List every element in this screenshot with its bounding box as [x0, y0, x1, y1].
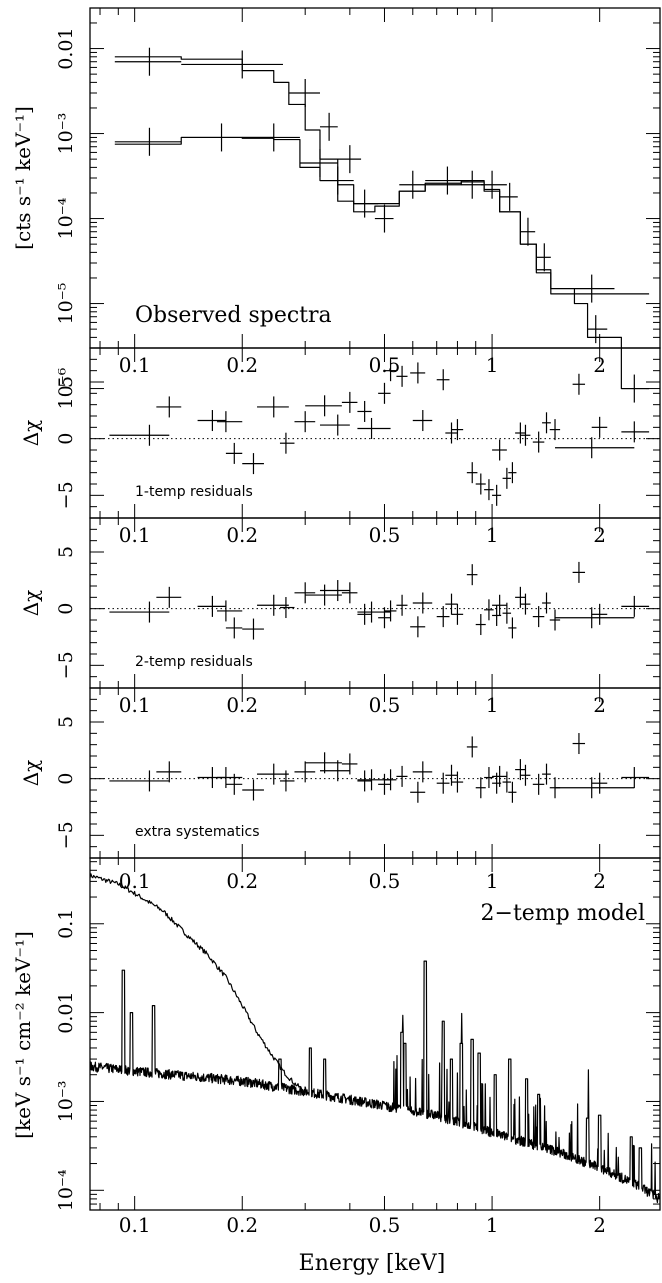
x-tick-label: 0.5	[369, 693, 401, 717]
y-tick-label: 10⁻⁶	[55, 367, 77, 409]
x-tick-label: 1	[486, 353, 499, 377]
x-tick-label: 0.1	[119, 1213, 151, 1237]
annotation-extra-systematics: extra systematics	[135, 824, 260, 840]
y-tick-label: 5	[55, 546, 77, 558]
y-tick-label: −5	[55, 481, 77, 509]
model-step-curve	[114, 136, 650, 295]
soft-component-curve	[89, 873, 305, 1093]
x-tick-label: 0.1	[119, 353, 151, 377]
y-tick-label: 0.01	[55, 991, 77, 1033]
y-axis-label-spectra: [cts s⁻¹ keV⁻¹]	[11, 106, 35, 250]
hard-component-curve	[89, 960, 661, 1204]
y-tick-label: 0	[55, 603, 77, 615]
y-tick-label: 0.1	[55, 909, 77, 939]
y-tick-label: 5	[55, 716, 77, 728]
x-tick-label: 0.2	[226, 353, 258, 377]
y-tick-label: 10⁻⁵	[55, 283, 77, 325]
y-tick-label: 10⁻³	[55, 113, 77, 155]
y-tick-label: 0	[55, 433, 77, 445]
x-tick-label: 2	[593, 1213, 606, 1237]
x-tick-label: 0.5	[369, 1213, 401, 1237]
x-tick-label: 0.5	[369, 869, 401, 893]
x-tick-label: 0.1	[119, 869, 151, 893]
y-tick-label: 0	[55, 773, 77, 785]
x-tick-label: 0.2	[226, 693, 258, 717]
y-tick-label: −5	[55, 821, 77, 849]
y-tick-label: 10⁻⁴	[55, 1169, 77, 1211]
x-tick-label: 1	[486, 523, 499, 547]
y-tick-label: 10⁻³	[55, 1081, 77, 1123]
y-axis-label-residuals-3: Δχ	[19, 760, 43, 787]
x-tick-label: 0.1	[119, 523, 151, 547]
x-tick-label: 0.1	[119, 693, 151, 717]
x-tick-label: 1	[486, 869, 499, 893]
y-axis-label-residuals-1: Δχ	[19, 420, 43, 447]
x-tick-label: 2	[593, 869, 606, 893]
x-tick-label: 0.5	[369, 353, 401, 377]
panel-frame-model	[89, 857, 661, 1211]
x-tick-label: 0.2	[226, 523, 258, 547]
x-tick-label: 0.5	[369, 523, 401, 547]
x-tick-label: 2	[593, 523, 606, 547]
x-tick-label: 1	[486, 1213, 499, 1237]
x-tick-label: 0.2	[226, 1213, 258, 1237]
annotation-2-temp-residuals: 2-temp residuals	[135, 654, 253, 670]
annotation-1-temp-residuals: 1-temp residuals	[135, 484, 253, 500]
x-axis-label: Energy [keV]	[299, 1251, 446, 1276]
panel-title-observed-spectra: Observed spectra	[135, 303, 332, 328]
y-tick-label: 0.01	[55, 27, 77, 69]
y-tick-label: 5	[55, 376, 77, 388]
x-tick-label: 2	[593, 353, 606, 377]
panel-title-2-temp-model: 2−temp model	[481, 901, 645, 926]
y-tick-label: 10⁻⁴	[55, 197, 77, 239]
chart-marks: 0.1 0.2 0.5 1 2 0.1 0.2 0.5 1 2 0.1 0.2 0.5 1 2 0.1 0.2 0…	[55, 7, 661, 1237]
x-tick-label: 0.2	[226, 869, 258, 893]
y-tick-label: −5	[55, 651, 77, 679]
x-tick-label: 2	[593, 693, 606, 717]
y-axis-label-residuals-2: Δχ	[19, 590, 43, 617]
x-tick-label: 1	[486, 693, 499, 717]
y-axis-label-model: [keV s⁻¹ cm⁻² keV⁻¹]	[11, 931, 35, 1139]
model-step-curve	[114, 56, 650, 390]
